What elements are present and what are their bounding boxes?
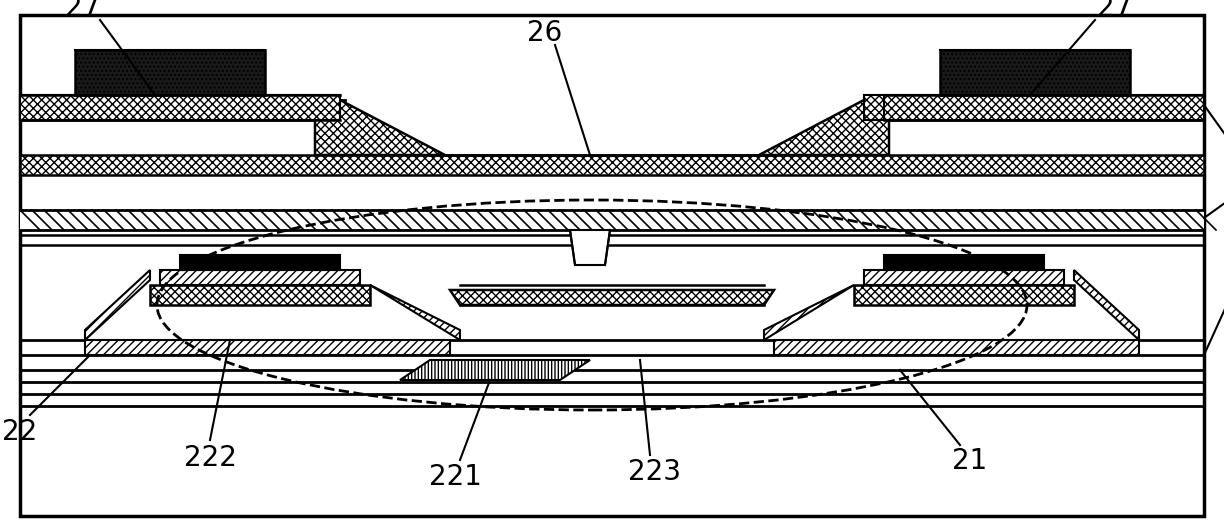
Polygon shape — [1073, 270, 1140, 340]
Polygon shape — [315, 100, 446, 155]
Bar — [20, 95, 340, 120]
Text: 21: 21 — [952, 447, 988, 475]
Polygon shape — [764, 285, 854, 340]
Polygon shape — [84, 340, 450, 355]
Bar — [1149, 95, 1204, 120]
Text: 27: 27 — [1098, 0, 1132, 22]
Bar — [75, 50, 266, 95]
Text: 223: 223 — [628, 458, 682, 486]
Text: 27: 27 — [65, 0, 100, 22]
Text: 26: 26 — [528, 19, 563, 47]
Polygon shape — [180, 255, 340, 270]
Polygon shape — [864, 270, 1064, 285]
Bar — [20, 155, 1204, 175]
Polygon shape — [884, 255, 1044, 270]
Bar — [884, 95, 1204, 120]
Polygon shape — [450, 290, 774, 305]
Polygon shape — [160, 270, 360, 285]
Polygon shape — [854, 285, 1073, 305]
Polygon shape — [84, 270, 151, 340]
Polygon shape — [774, 340, 1140, 355]
Text: 221: 221 — [428, 463, 481, 491]
Polygon shape — [759, 100, 889, 155]
Bar — [20, 95, 75, 120]
Text: 222: 222 — [184, 444, 236, 472]
Bar — [865, 100, 1204, 120]
Polygon shape — [570, 230, 610, 265]
Bar — [266, 95, 340, 120]
Text: 22: 22 — [2, 418, 38, 446]
Polygon shape — [151, 285, 370, 305]
Bar — [20, 210, 1204, 230]
Polygon shape — [370, 285, 460, 340]
Bar — [940, 50, 1130, 95]
Bar — [20, 100, 335, 120]
Bar — [864, 95, 939, 120]
Polygon shape — [400, 360, 590, 380]
